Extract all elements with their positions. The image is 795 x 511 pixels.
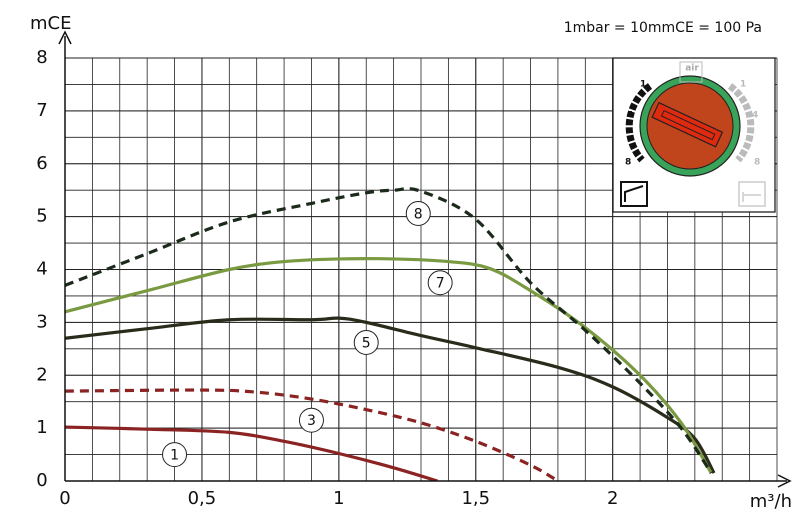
dial-inset: 1 4 8 1 4 8 air xyxy=(612,57,776,213)
air-icon-label: air xyxy=(685,64,699,74)
curve-label: 5 xyxy=(362,335,371,351)
curves xyxy=(65,187,716,481)
curve xyxy=(65,388,559,481)
y-axis-label: mCE xyxy=(30,13,71,34)
dial-scale-right xyxy=(727,83,755,163)
dial-label: 1 xyxy=(740,80,746,90)
mode-icon-line xyxy=(742,192,761,202)
y-tick-label: 4 xyxy=(36,259,47,280)
x-tick-label: 1,5 xyxy=(461,488,490,509)
mode-icon-constant xyxy=(738,181,766,207)
x-tick-label: 0,5 xyxy=(188,488,217,509)
dial-label: 4 xyxy=(627,111,633,121)
curve-label: 7 xyxy=(436,276,445,292)
curve-label-circle xyxy=(353,329,379,355)
labels: 0 1 2 3 4 5 6 7 8 0 0,5 1 1,5 2 1 3 5 7 8 xyxy=(36,47,618,509)
dial-pointer xyxy=(651,101,724,148)
mode-icon-proportional xyxy=(620,181,648,207)
x-tick-label: 2 xyxy=(607,488,618,509)
curve xyxy=(65,425,438,481)
curve xyxy=(65,316,716,474)
dial-label: 8 xyxy=(754,158,760,168)
curve xyxy=(65,187,713,474)
y-tick-label: 3 xyxy=(36,311,47,332)
mode-icon-curve xyxy=(624,185,644,202)
x-tick-label: 1 xyxy=(333,488,344,509)
y-tick-label: 7 xyxy=(36,100,47,121)
y-tick-label: 6 xyxy=(36,153,47,174)
curve-label-circle xyxy=(405,200,431,226)
x-axis-arrow xyxy=(777,474,792,488)
curve-label: 1 xyxy=(170,448,179,464)
y-tick-label: 2 xyxy=(36,364,47,385)
y-tick-label: 5 xyxy=(36,206,47,227)
curve-label: 3 xyxy=(307,413,316,429)
y-tick-label: 0 xyxy=(36,470,47,491)
curve xyxy=(65,256,713,474)
dial-scale-left xyxy=(625,83,653,163)
curve-label-circle xyxy=(162,442,188,468)
air-icon xyxy=(679,61,703,83)
y-tick-label: 1 xyxy=(36,417,47,438)
curve-label-circle xyxy=(427,270,453,296)
y-axis-arrow xyxy=(58,30,72,45)
unit-note: 1mbar = 10mmCE = 100 Pa xyxy=(564,20,762,36)
dial-label: 1 xyxy=(640,80,646,90)
dial-label: 8 xyxy=(625,158,631,168)
y-tick-label: 8 xyxy=(36,47,47,68)
x-axis-label: m³/h xyxy=(750,491,792,511)
x-tick-label: 0 xyxy=(59,488,70,509)
dial-label: 4 xyxy=(752,111,758,121)
curve-label: 8 xyxy=(414,206,423,222)
curve-label-circle xyxy=(298,407,324,433)
